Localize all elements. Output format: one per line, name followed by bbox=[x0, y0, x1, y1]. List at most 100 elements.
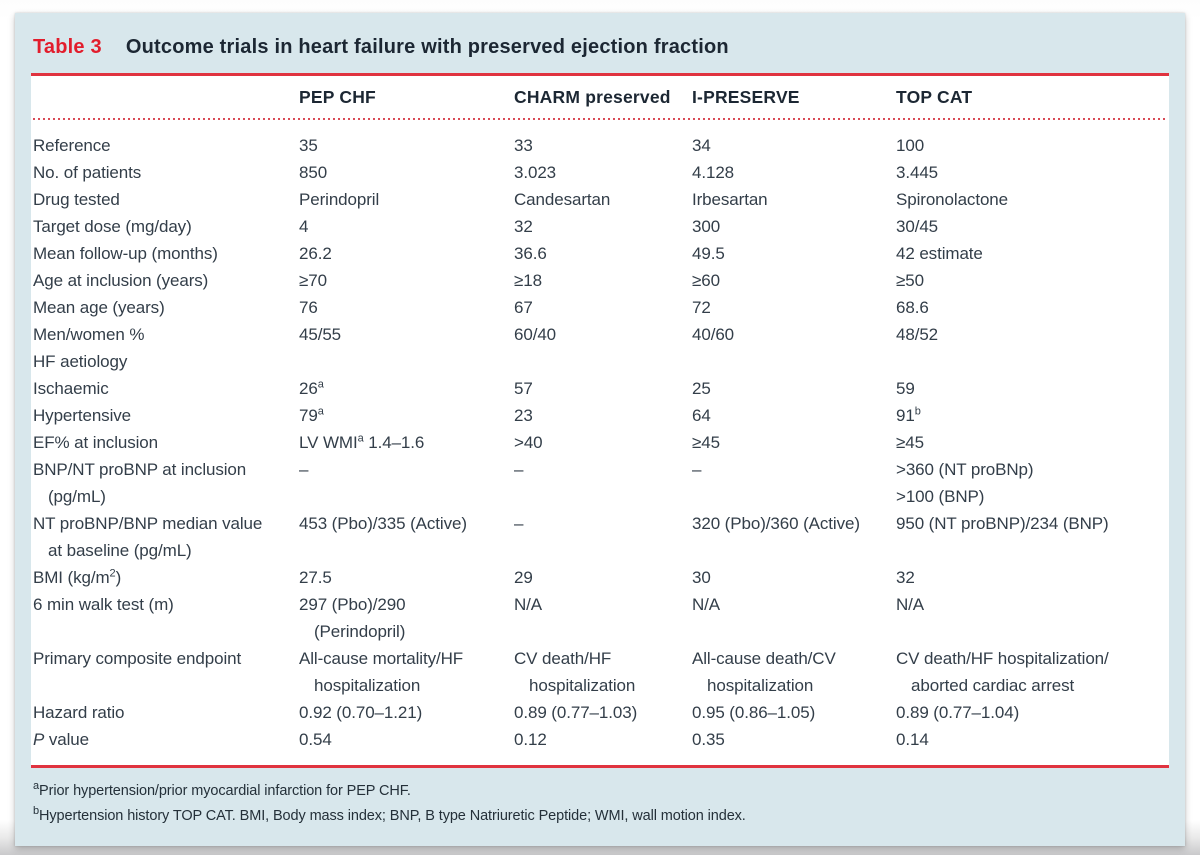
value-cell: ≥70 bbox=[299, 271, 327, 290]
table-row: Drug tested Perindopril Candesartan Irbesar… bbox=[33, 186, 1167, 213]
value-cell: – bbox=[299, 460, 309, 479]
table-row: No. of patients 850 3.023 4.128 3.445 bbox=[33, 159, 1167, 186]
value-cell: – bbox=[514, 514, 524, 533]
value-cell: ≥18 bbox=[514, 271, 542, 290]
value-cell: Irbesartan bbox=[692, 190, 768, 209]
table-row: Target dose (mg/day) 4 32 300 30/45 bbox=[33, 213, 1167, 240]
table-title: Outcome trials in heart failure with pre… bbox=[125, 36, 729, 58]
column-header: PEP CHF bbox=[299, 87, 376, 107]
column-header: CHARM preserved bbox=[514, 87, 671, 107]
row-label: Primary composite endpoint bbox=[33, 649, 242, 668]
value-cell: 0.89 (0.77–1.04) bbox=[896, 703, 1020, 722]
value-cell: 0.89 (0.77–1.03) bbox=[514, 703, 638, 722]
row-label: Men/women % bbox=[33, 325, 145, 344]
row-label: NT proBNP/BNP median value at baseline (p… bbox=[33, 514, 263, 560]
value-cell: 42 estimate bbox=[896, 244, 983, 263]
value-cell: 40/60 bbox=[692, 325, 735, 344]
value-cell: CV death/HF hospitalization bbox=[514, 649, 636, 695]
value-cell: 0.35 bbox=[692, 730, 725, 749]
value-cell: 850 bbox=[299, 163, 328, 182]
value-cell: 0.95 (0.86–1.05) bbox=[692, 703, 816, 722]
table-row: Primary composite endpoint All-cause mort… bbox=[33, 645, 1167, 699]
value-cell: 27.5 bbox=[299, 568, 332, 587]
value-cell: 72 bbox=[692, 298, 711, 317]
value-cell: 45/55 bbox=[299, 325, 342, 344]
table-row: Age at inclusion (years) ≥70 ≥18 ≥60 ≥50 bbox=[33, 267, 1167, 294]
value-cell: 79a bbox=[299, 405, 324, 425]
value-cell: >40 bbox=[514, 433, 543, 452]
table-row: Ischaemic 26a 57 25 59 bbox=[33, 375, 1167, 402]
value-cell bbox=[896, 348, 1167, 375]
value-cell: ≥60 bbox=[692, 271, 720, 290]
table-row: Reference 35 33 34 100 bbox=[33, 126, 1167, 159]
table-number: Table 3 bbox=[33, 36, 102, 58]
table-body-area: PEP CHF CHARM preserved I-PRESERVE TOP CAT … bbox=[31, 76, 1169, 765]
value-cell: N/A bbox=[514, 595, 543, 614]
value-cell: 0.14 bbox=[896, 730, 929, 749]
value-cell: 60/40 bbox=[514, 325, 557, 344]
table-row: NT proBNP/BNP median value at baseline (p… bbox=[33, 510, 1167, 564]
row-label: Hazard ratio bbox=[33, 703, 125, 722]
value-cell: 4 bbox=[299, 217, 309, 236]
value-cell: 3.445 bbox=[896, 163, 939, 182]
footnote-a: aPrior hypertension/prior myocardial inf… bbox=[33, 780, 411, 799]
header-row: PEP CHF CHARM preserved I-PRESERVE TOP CAT bbox=[33, 76, 1167, 117]
value-cell: 32 bbox=[514, 217, 533, 236]
row-label: Drug tested bbox=[33, 190, 120, 209]
value-cell: Perindopril bbox=[299, 190, 380, 209]
table-row: Mean age (years) 76 67 72 68.6 bbox=[33, 294, 1167, 321]
value-cell: 25 bbox=[692, 379, 711, 398]
row-label: P value bbox=[33, 730, 90, 749]
table-row: Mean follow-up (months) 26.2 36.6 49.5 42 es… bbox=[33, 240, 1167, 267]
row-label: Hypertensive bbox=[33, 406, 132, 425]
row-label: 6 min walk test (m) bbox=[33, 595, 174, 614]
value-cell: 30/45 bbox=[896, 217, 939, 236]
top-rule-divider bbox=[31, 73, 1169, 76]
value-cell: Candesartan bbox=[514, 190, 611, 209]
value-cell: – bbox=[514, 460, 524, 479]
value-cell: 0.12 bbox=[514, 730, 547, 749]
value-cell bbox=[514, 348, 692, 375]
value-cell: 48/52 bbox=[896, 325, 939, 344]
value-cell: 34 bbox=[692, 136, 711, 155]
value-cell: 59 bbox=[896, 379, 915, 398]
row-label: Mean follow-up (months) bbox=[33, 244, 218, 263]
value-cell: 35 bbox=[299, 136, 318, 155]
row-label: Ischaemic bbox=[33, 379, 109, 398]
row-label: Mean age (years) bbox=[33, 298, 165, 317]
value-cell: ≥50 bbox=[896, 271, 924, 290]
value-cell: 49.5 bbox=[692, 244, 725, 263]
value-cell: 297 (Pbo)/290 (Perindopril) bbox=[299, 595, 406, 641]
value-cell bbox=[692, 348, 896, 375]
column-header: I-PRESERVE bbox=[692, 87, 800, 107]
table-row: Hypertensive 79a 23 64 91b bbox=[33, 402, 1167, 429]
value-cell: 26a bbox=[299, 378, 324, 398]
value-cell: Spironolactone bbox=[896, 190, 1009, 209]
value-cell: CV death/HF hospitalization/aborted card… bbox=[896, 649, 1109, 695]
dotted-divider-row bbox=[33, 117, 1167, 126]
table-row: P value 0.54 0.12 0.35 0.14 bbox=[33, 726, 1167, 765]
table-row: BMI (kg/m2) 27.5 29 30 32 bbox=[33, 564, 1167, 591]
table-row: 6 min walk test (m) 297 (Pbo)/290 (Perindo… bbox=[33, 591, 1167, 645]
row-label: BNP/NT proBNP at inclusion (pg/mL) bbox=[33, 460, 247, 506]
value-cell: All-cause death/CV hospitalization bbox=[692, 649, 836, 695]
table-row: Men/women % 45/55 60/40 40/60 48/52 bbox=[33, 321, 1167, 348]
value-cell: 32 bbox=[896, 568, 915, 587]
footnote-b: bHypertension history TOP CAT. BMI, Body… bbox=[33, 805, 746, 824]
row-label: BMI (kg/m2) bbox=[33, 567, 122, 587]
value-cell: All-cause mortality/HF hospitalization bbox=[299, 649, 464, 695]
value-cell: 30 bbox=[692, 568, 711, 587]
value-cell: 100 bbox=[896, 136, 925, 155]
dotted-divider bbox=[33, 118, 1167, 120]
value-cell: 76 bbox=[299, 298, 318, 317]
value-cell: 57 bbox=[514, 379, 533, 398]
value-cell: 29 bbox=[514, 568, 533, 587]
value-cell: 68.6 bbox=[896, 298, 929, 317]
value-cell: 3.023 bbox=[514, 163, 557, 182]
row-label: Reference bbox=[33, 136, 111, 155]
value-cell: 4.128 bbox=[692, 163, 735, 182]
value-cell: >360 (NT proBNp) >100 (BNP) bbox=[896, 460, 1034, 506]
value-cell: ≥45 bbox=[896, 433, 924, 452]
row-label: Target dose (mg/day) bbox=[33, 217, 192, 236]
value-cell: 23 bbox=[514, 406, 533, 425]
